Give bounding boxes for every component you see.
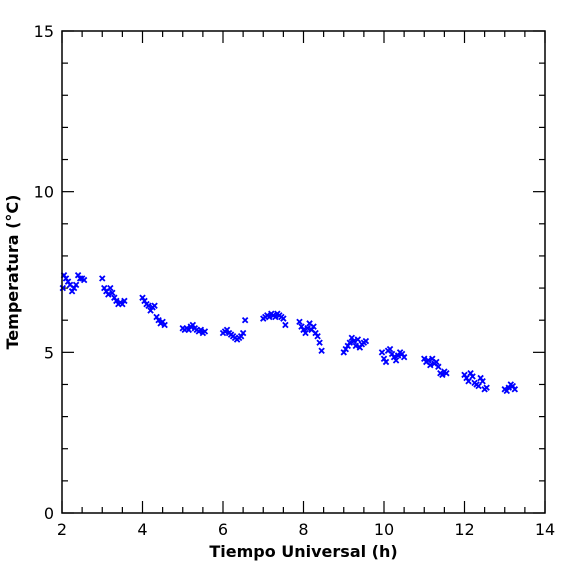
data-point bbox=[105, 291, 112, 298]
data-point bbox=[400, 353, 408, 361]
x-tick-label: 10 bbox=[374, 520, 394, 539]
data-point bbox=[425, 357, 432, 364]
data-point bbox=[151, 302, 158, 309]
y-tick-label: 5 bbox=[44, 343, 54, 362]
y-axis-title: Temperatura (°C) bbox=[3, 195, 22, 350]
data-point bbox=[76, 275, 84, 282]
data-point bbox=[310, 323, 317, 330]
axis-ticks bbox=[61, 30, 546, 514]
data-point bbox=[352, 342, 360, 350]
data-points bbox=[59, 271, 519, 395]
data-point bbox=[302, 329, 309, 337]
data-point bbox=[483, 384, 490, 391]
data-point bbox=[80, 276, 88, 284]
data-point bbox=[469, 373, 476, 380]
data-point bbox=[99, 275, 106, 282]
data-point bbox=[475, 382, 482, 390]
x-tick-label: 12 bbox=[454, 520, 474, 539]
data-point bbox=[241, 316, 249, 324]
y-tick-label: 10 bbox=[34, 183, 54, 202]
data-point bbox=[145, 302, 152, 309]
x-tick-label: 4 bbox=[137, 520, 147, 539]
data-point bbox=[296, 318, 303, 326]
x-tick-label: 14 bbox=[535, 520, 555, 539]
data-point bbox=[109, 289, 116, 297]
data-point bbox=[121, 297, 128, 305]
data-point bbox=[427, 361, 434, 369]
data-point bbox=[378, 349, 386, 356]
x-tick-label: 6 bbox=[218, 520, 228, 539]
data-point bbox=[346, 339, 354, 346]
data-point bbox=[362, 337, 370, 345]
data-point bbox=[316, 339, 323, 346]
x-tick-label: 8 bbox=[298, 520, 308, 539]
data-point bbox=[386, 345, 394, 353]
data-point bbox=[433, 358, 440, 366]
data-point bbox=[392, 357, 400, 364]
data-point bbox=[72, 281, 80, 289]
data-point bbox=[161, 321, 168, 329]
x-tick-label: 2 bbox=[57, 520, 67, 539]
data-point bbox=[59, 284, 67, 292]
data-point bbox=[201, 328, 209, 335]
data-point bbox=[280, 315, 287, 322]
tick-labels: 2 4 6 8 10 12 14 0 5 10 15 bbox=[34, 22, 556, 539]
data-point bbox=[304, 324, 311, 332]
y-tick-label: 15 bbox=[34, 22, 54, 41]
data-point bbox=[318, 347, 325, 354]
data-point bbox=[443, 369, 450, 377]
y-tick-label: 0 bbox=[44, 504, 54, 523]
data-point bbox=[107, 284, 114, 292]
x-axis-title: Tiempo Universal (h) bbox=[209, 542, 397, 561]
data-point bbox=[314, 333, 321, 340]
data-point bbox=[354, 336, 362, 343]
data-point bbox=[511, 386, 519, 393]
data-point bbox=[382, 358, 390, 366]
data-point bbox=[239, 329, 247, 337]
data-point bbox=[465, 378, 472, 385]
data-point bbox=[435, 363, 442, 371]
data-point bbox=[282, 321, 289, 329]
data-point bbox=[479, 378, 486, 385]
data-point bbox=[350, 337, 358, 345]
plot-frame bbox=[61, 30, 546, 514]
